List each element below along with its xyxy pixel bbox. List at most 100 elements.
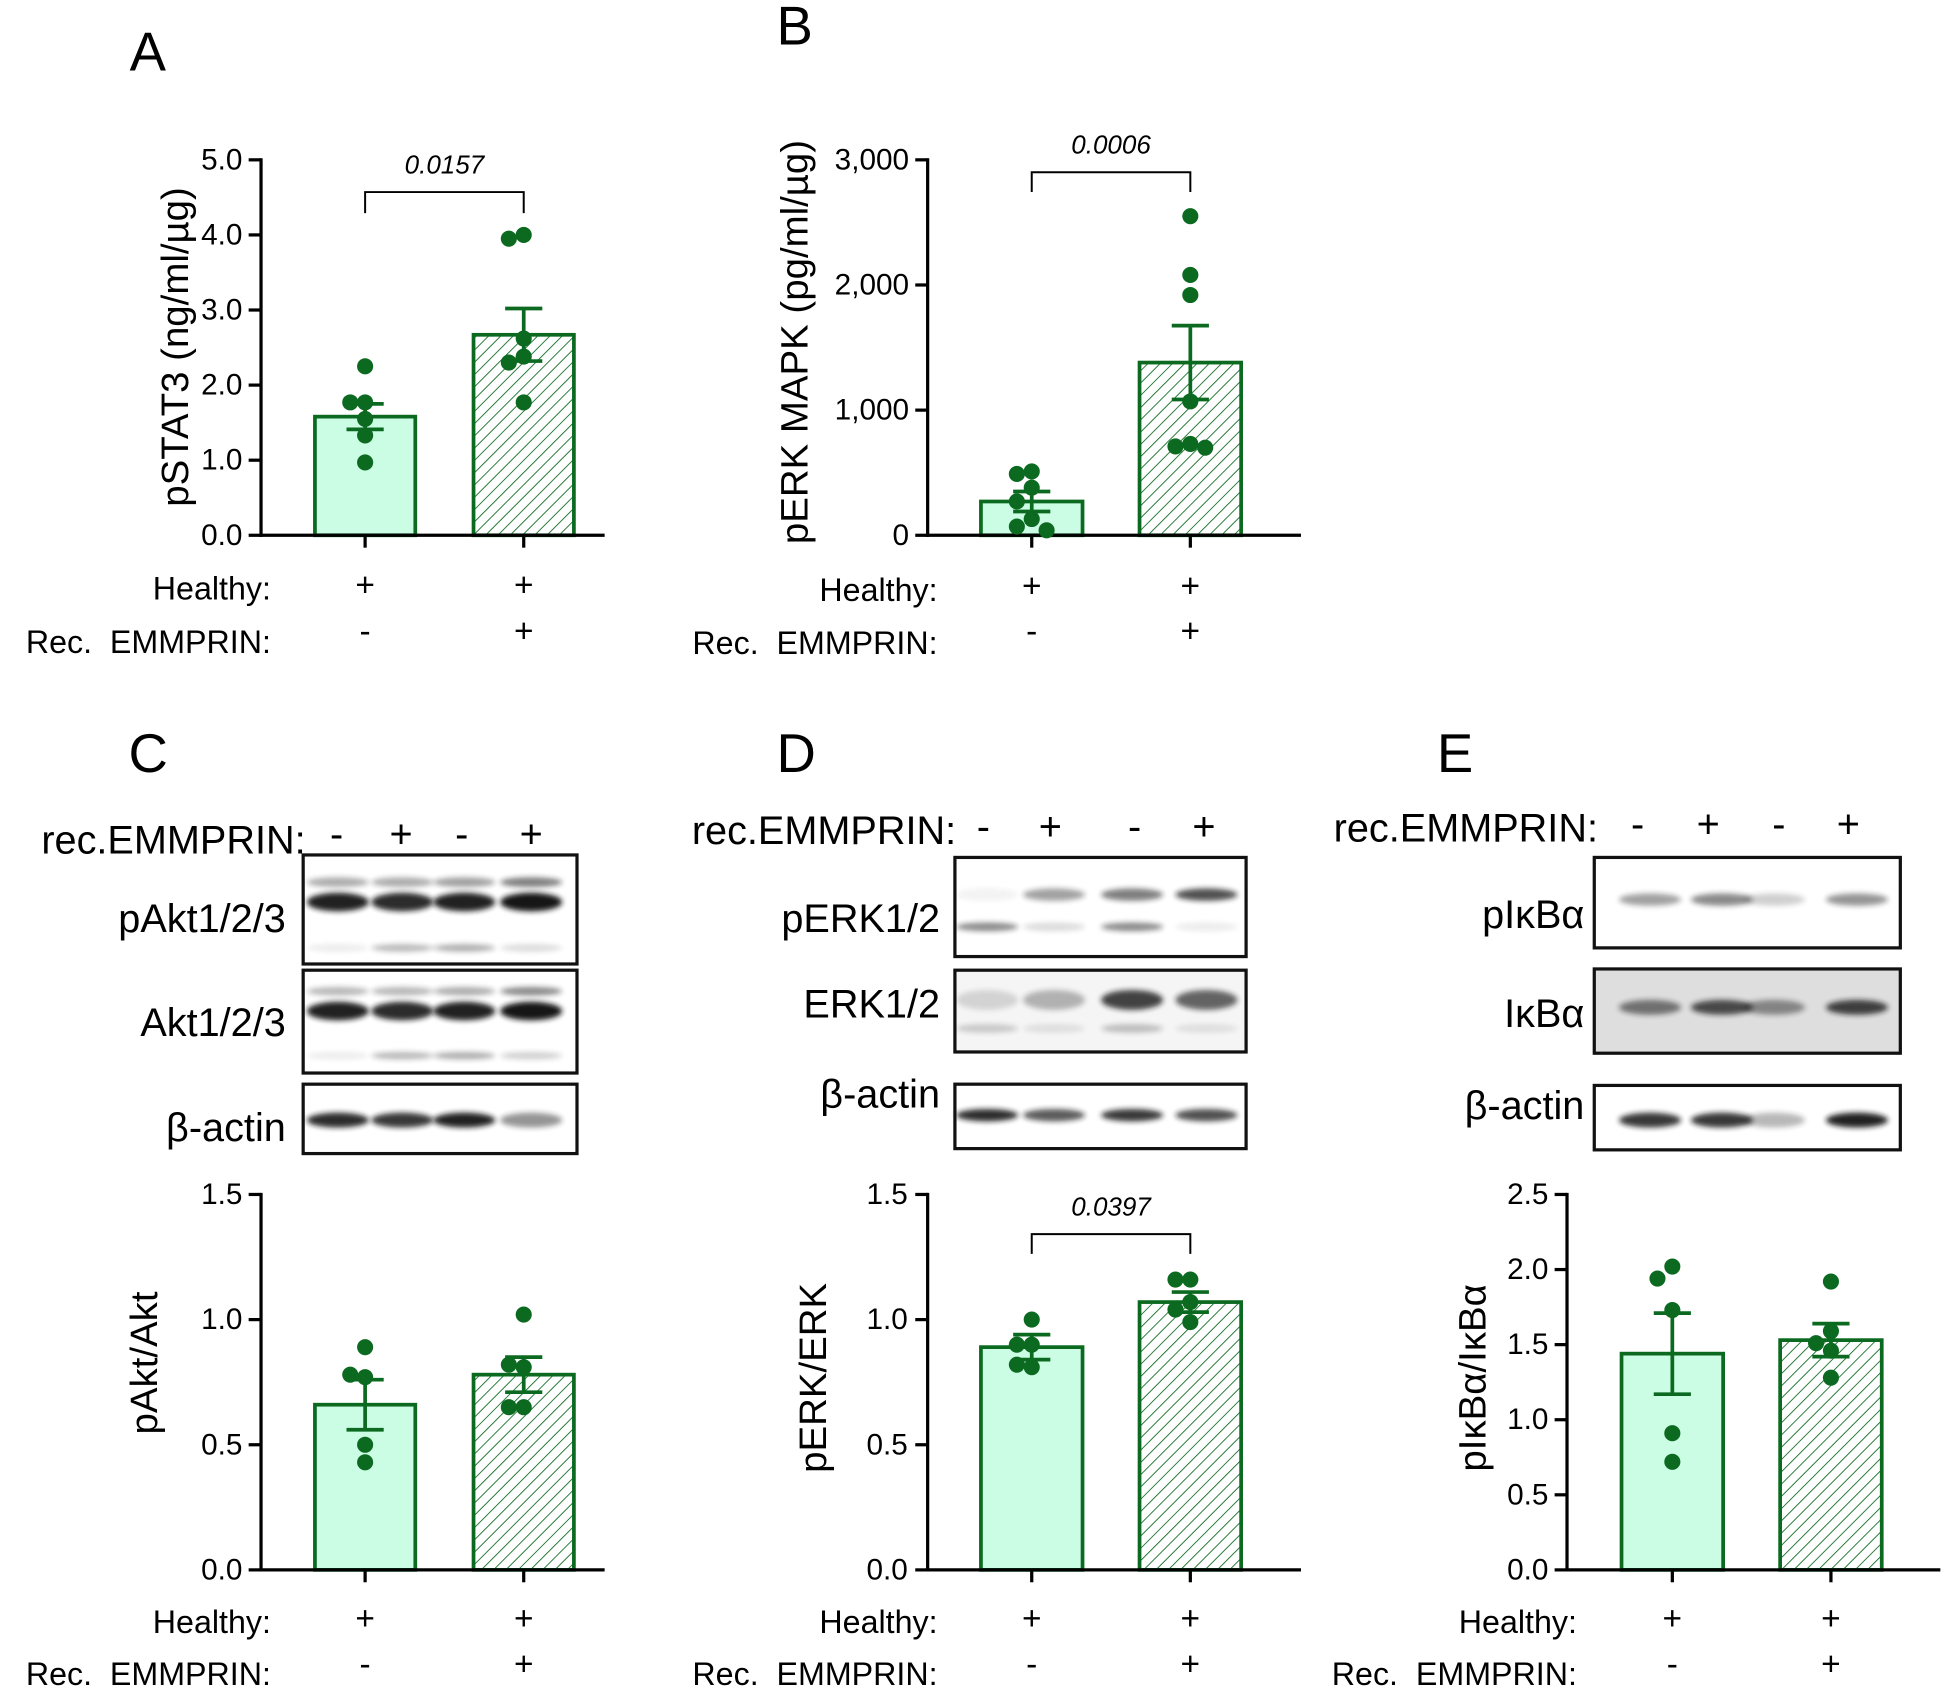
data-point [500, 1399, 517, 1416]
blot-band [371, 877, 434, 888]
condition-symbol: - [360, 613, 371, 650]
blot-band [306, 1112, 369, 1128]
data-point [1182, 266, 1199, 284]
y-tick-label: 3.0 [201, 294, 242, 327]
y-tick-label: 0.5 [867, 1428, 908, 1461]
condition-label-healthy: Healthy: [153, 1604, 271, 1640]
data-point [357, 1454, 374, 1471]
blot-band [433, 877, 496, 888]
y-axis-label: pAkt/Akt [123, 1291, 166, 1434]
data-point [515, 1359, 532, 1376]
y-axis-label: pSTAT3 (ng/ml/µg) [154, 187, 197, 507]
condition-symbol: - [1667, 1646, 1678, 1683]
y-tick-label: 3,000 [835, 143, 909, 176]
blot-band [500, 1051, 563, 1060]
y-tick-label: 1.5 [867, 1178, 908, 1211]
blot-band [433, 892, 496, 912]
p-value-label: 0.0397 [1071, 1192, 1152, 1222]
lane-1-treatment: - [1631, 803, 1644, 847]
lane-3-treatment: - [1772, 803, 1785, 847]
blot-band [1175, 888, 1238, 901]
data-point [515, 1399, 532, 1416]
panel-letter: C [128, 723, 167, 784]
data-point [1182, 1314, 1199, 1331]
blot-band [1023, 1024, 1086, 1033]
data-point [357, 394, 374, 411]
blot-band [500, 986, 563, 996]
y-tick-label: 1,000 [835, 394, 909, 427]
y-tick-label: 1.0 [1507, 1403, 1548, 1436]
panel-letter: A [130, 22, 167, 83]
condition-symbol: + [1181, 1600, 1201, 1637]
blot-band [956, 922, 1019, 932]
data-point [1664, 1425, 1681, 1442]
condition-symbol: + [514, 567, 534, 604]
lane-3-treatment: - [1128, 805, 1141, 849]
blot-membrane [954, 970, 1247, 1052]
y-tick-label: 0.5 [1507, 1478, 1548, 1511]
blot-band [956, 1108, 1019, 1122]
blot-band [433, 986, 496, 996]
condition-label-healthy: Healthy: [819, 572, 937, 608]
blot-band [1825, 893, 1888, 906]
blot-band [433, 1112, 496, 1128]
blot-band [956, 888, 1019, 901]
data-point [1182, 1271, 1199, 1288]
blot-band [371, 892, 434, 912]
condition-symbol: - [360, 1646, 371, 1683]
blot-band [1690, 893, 1753, 906]
blot-band [1023, 922, 1086, 932]
data-point [357, 1436, 374, 1453]
condition-label-healthy: Healthy: [819, 1604, 937, 1640]
data-point [1182, 435, 1199, 452]
y-axis-label: pERK/ERK [792, 1282, 835, 1472]
condition-symbol: + [1181, 1646, 1201, 1683]
y-tick-label: 0.5 [201, 1428, 242, 1461]
data-point [342, 1366, 359, 1383]
blot-band [1619, 999, 1682, 1015]
blot-band [1742, 1112, 1805, 1128]
blot-band [306, 1001, 369, 1021]
condition-label-rec-emmprin: Rec. EMMPRIN: [26, 624, 271, 660]
data-point [1182, 286, 1199, 304]
y-tick-label: 0.0 [201, 519, 242, 552]
y-tick-label: 0.0 [201, 1553, 242, 1586]
data-point [1822, 1369, 1839, 1386]
blot-band [1101, 1024, 1164, 1033]
bar-control [979, 1345, 1085, 1572]
data-point [357, 454, 374, 471]
y-tick-label: 1.0 [201, 1303, 242, 1336]
blot-band [1175, 990, 1238, 1010]
lane-2-treatment: + [1039, 805, 1062, 849]
condition-label-healthy: Healthy: [1459, 1604, 1577, 1640]
significance-bracket [1030, 1233, 1192, 1254]
data-point [1822, 1342, 1839, 1359]
y-tick-label: 1.0 [201, 444, 242, 477]
data-point [1197, 439, 1214, 456]
blot-band [371, 944, 434, 952]
blot-band [306, 1051, 369, 1060]
data-point [1008, 493, 1025, 510]
bar-rec-emmprin [1137, 1300, 1243, 1572]
p-value-label: 0.0157 [405, 149, 486, 179]
data-point [515, 348, 532, 365]
blot-band [1101, 990, 1164, 1010]
blot-row-label: Akt1/2/3 [140, 1001, 285, 1045]
blot-band [1101, 1108, 1164, 1122]
data-point [1167, 1301, 1184, 1318]
blot-band [1742, 999, 1805, 1015]
blot-band [306, 986, 369, 996]
y-tick-label: 4.0 [201, 218, 242, 251]
data-point [357, 427, 374, 444]
blot-row-label: pERK1/2 [781, 897, 940, 941]
blot-band [1825, 999, 1888, 1015]
panel-c: C 0.0 0.5 1.0 1.5 pAkt/Akt Healthy: + + Rec. EMMP… [26, 723, 605, 1692]
condition-symbol: + [1022, 568, 1042, 605]
condition-symbol: + [1821, 1600, 1841, 1637]
y-tick-label: 0 [893, 519, 910, 552]
blot-band [1619, 1112, 1682, 1128]
y-axis-label: pIκBα/IκBα [1451, 1284, 1494, 1471]
panel-letter: E [1437, 723, 1473, 784]
blot-band [1175, 922, 1238, 932]
